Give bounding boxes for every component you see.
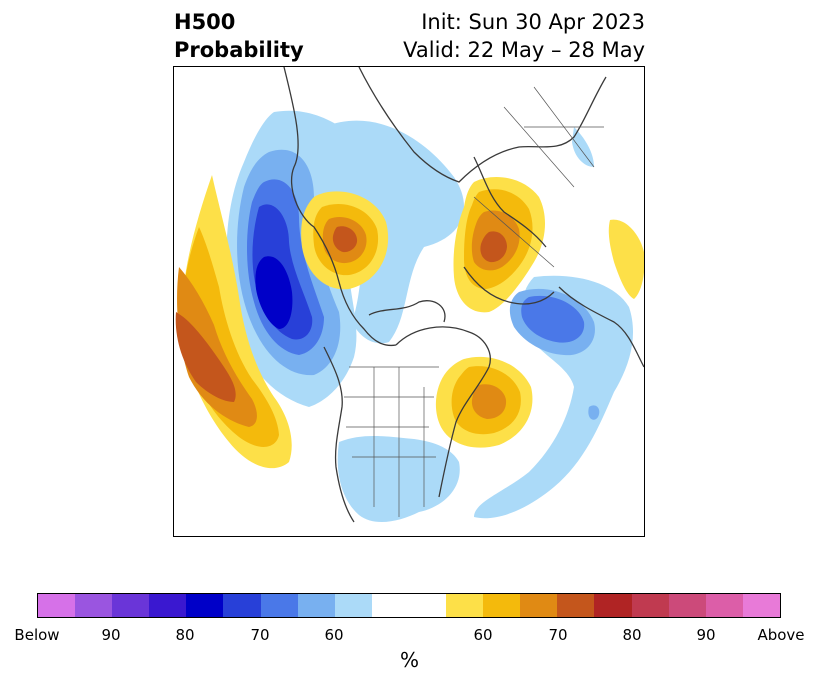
tick-label: Above [757,626,805,644]
valid-range: Valid: 22 May – 28 May [403,38,645,62]
colorbar-segment [446,594,484,617]
colorbar-segment [75,594,113,617]
tick-label: 80 [622,626,642,644]
tick-label: 80 [175,626,195,644]
ridge-atlantic-70 [471,384,507,419]
colorbar-segment [186,594,224,617]
below-normal-region-arctic [324,120,464,344]
tick-label: 70 [548,626,568,644]
colorbar-segment [557,594,595,617]
probability-colorbar [37,593,781,618]
probability-map [173,66,645,537]
tick-label: 90 [101,626,121,644]
colorbar-segment [668,594,706,617]
colorbar-segment [297,594,335,617]
borders [344,86,604,517]
tick-label: 70 [250,626,270,644]
title-product: H500 [174,10,236,34]
ridge-scandinavia-80 [480,231,507,263]
map-dates: Init: Sun 30 Apr 2023 Valid: 22 May – 28… [403,8,645,64]
ridge-pacific-70 [177,267,257,427]
init-date: Init: Sun 30 Apr 2023 [421,10,645,34]
tick-label: 90 [696,626,716,644]
tick-label: Below [14,626,60,644]
trough-europe-70 [521,295,585,343]
title-variable: Probability [174,38,304,62]
ridge-pacific-80 [175,312,236,402]
colorbar-segment [408,594,447,617]
map-canvas [175,67,644,523]
colorbar-segment [223,594,261,617]
below-normal-region-ne-asia [572,127,594,167]
colorbar-segment [742,594,780,617]
colorbar-segment [371,594,409,617]
colorbar-segment [149,594,187,617]
colorbar-segment [705,594,743,617]
coastlines [283,67,644,523]
colorbar-segment [520,594,558,617]
colorbar-segment [260,594,298,617]
tick-label: 60 [473,626,493,644]
colorbar-tick-labels: Below 90 80 70 60 60 70 80 90 Above [0,626,819,646]
colorbar-segment [594,594,632,617]
map-title: H500 Probability [174,8,304,64]
colorbar-segment [112,594,150,617]
trough-90 [255,256,293,329]
colorbar-segment [334,594,372,617]
colorbar-segment [631,594,669,617]
trough-europe-spot [588,405,600,420]
tick-label: 60 [324,626,344,644]
ridge-east-asia [608,219,644,299]
colorbar-segment [483,594,521,617]
colorbar-segment [38,594,76,617]
colorbar-unit-label: % [399,648,419,672]
ridge-siberia-80 [332,226,358,253]
